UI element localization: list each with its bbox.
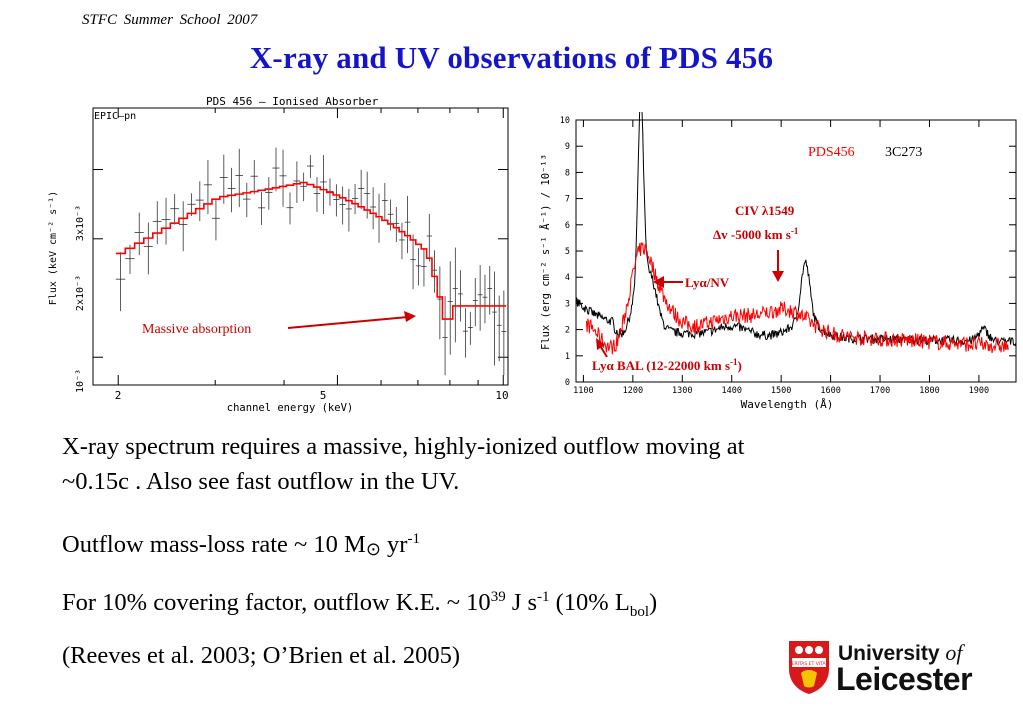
xray-chart-title: PDS 456 — Ionised Absorber [206,95,379,108]
ke-text-b: J s [505,589,538,617]
uv-ytick-label: 9 [565,142,570,152]
mass-loss-exponent: -1 [407,531,420,547]
body-paragraph-1: X-ray spectrum requires a massive, highl… [62,429,744,499]
lya-nv-label: Lyα/NV [685,275,730,290]
uv-ytick-label: 4 [565,273,570,283]
mass-loss-unit: yr [380,531,408,559]
uv-ytick-label: 7 [565,195,570,205]
slide-title: X-ray and UV observations of PDS 456 [249,40,774,75]
logo-motto: VERITAS ET VITAM [789,661,830,667]
uv-xtick-label: 1300 [672,386,692,396]
body-line-1b: ~0.15c . Also see fast outflow in the UV… [62,468,460,495]
uv-xtick-label: 1200 [623,386,643,396]
xray-ytick-label: 10⁻³ [75,369,86,393]
3c273-spectrum-line [575,112,1017,347]
massive-absorption-arrowhead [404,311,416,322]
uv-xtick-label: 1900 [969,386,989,396]
lya-bal-label: Lyα BAL (12-22000 km s-1) [592,357,742,373]
lya-bal-close: ) [738,358,742,373]
lya-bal-sup: -1 [730,357,738,367]
massive-absorption-label: Massive absorption [142,322,251,337]
logo-of: of [945,640,963,665]
uv-xtick-label: 1700 [870,386,890,396]
mass-loss-text: Outflow mass-loss rate ~ 10 M [62,531,366,559]
logo-university: University [838,642,940,665]
uv-ytick-label: 8 [565,168,570,178]
uv-ytick-label: 3 [565,299,570,309]
shield-icon: VERITAS ET VITAM [789,641,830,694]
legend-pds456: PDS456 [808,145,855,160]
uv-xtick-label: 1500 [771,386,791,396]
ke-text-a: For 10% covering factor, outflow K.E. ~ … [62,589,491,617]
event-header: STFC Summer School 2007 [82,12,258,28]
uv-xtick-label: 1600 [820,386,840,396]
uv-spectrum-chart: 1100 1200 1300 1400 1500 1600 1700 1800 1900 0 1 2 3… [539,112,1017,411]
xray-data-points [115,147,507,376]
uv-ytick-label: 5 [565,247,570,257]
body-line-1a: X-ray spectrum requires a massive, highl… [62,433,745,460]
xray-xtick-label: 5 [320,389,327,402]
civ-velocity-label: Δv -5000 km s-1 [713,226,799,242]
uv-ytick-label: 1 [565,352,570,362]
xray-model-line [115,181,507,320]
civ-velocity-sup: -1 [791,226,799,236]
xray-plot-frame [92,107,509,386]
logo-university-line: University of [838,640,963,666]
references: (Reeves et al. 2003; O’Brien et al. 2005… [62,642,461,669]
civ-label: CIV λ1549 [735,203,795,218]
xray-ytick-label: 3x10⁻³ [75,205,86,241]
xray-xaxis-label: channel energy (keV) [227,402,353,414]
ke-unit-exponent: -1 [537,589,550,605]
uv-xtick-label: 1400 [721,386,741,396]
lya-nv-arrowhead [653,276,664,288]
massive-absorption-arrow [287,316,409,329]
body-paragraph-2: Outflow mass-loss rate ~ 10 M⊙ yr-1 [62,522,420,564]
uv-ytick-label: 2 [565,326,570,336]
uv-xtick-label: 1800 [919,386,939,396]
solar-symbol: ⊙ [365,539,381,561]
xray-tick-marks [93,108,508,385]
uv-ytick-label: 6 [565,221,570,231]
pds456-spectrum-line [585,242,1009,355]
body-paragraph-3: For 10% covering factor, outflow K.E. ~ … [62,580,657,630]
civ-arrowhead [772,271,784,282]
lya-bal-text: Lyα BAL (12-22000 km s [592,358,730,373]
xray-xtick-label: 10 [495,389,508,402]
civ-velocity-text: Δv -5000 km s [713,227,791,242]
xray-spectrum-chart: PDS 456 — Ionised Absorber EPIC—pn 2 5 1… [48,95,509,414]
lya-bal-arrowhead [596,338,605,350]
xray-xtick-label: 2 [115,389,122,402]
uv-yaxis-label: Flux (erg cm⁻² s⁻¹ Å⁻¹) / 10⁻¹³ [539,154,552,350]
xray-instrument-label: EPIC—pn [94,111,136,122]
uv-ytick-label: 0 [565,378,570,388]
university-logo: VERITAS ET VITAM University of Leicester [787,639,1002,697]
uv-xaxis-label: Wavelength (Å) [741,398,834,411]
xray-ytick-label: 2x10⁻³ [75,275,86,311]
logo-leicester: Leicester [836,661,973,697]
ke-text-d: ) [648,589,658,617]
lbol-subscript: bol [629,604,649,621]
uv-ytick-label: 10 [560,116,570,126]
ke-text-c: (10% L [549,589,630,617]
ke-exponent: 39 [490,589,506,605]
uv-xtick-label: 1100 [573,386,593,396]
legend-3c273: 3C273 [885,145,922,160]
xray-yaxis-label: Flux (keV cm⁻² s⁻¹) [48,191,59,305]
